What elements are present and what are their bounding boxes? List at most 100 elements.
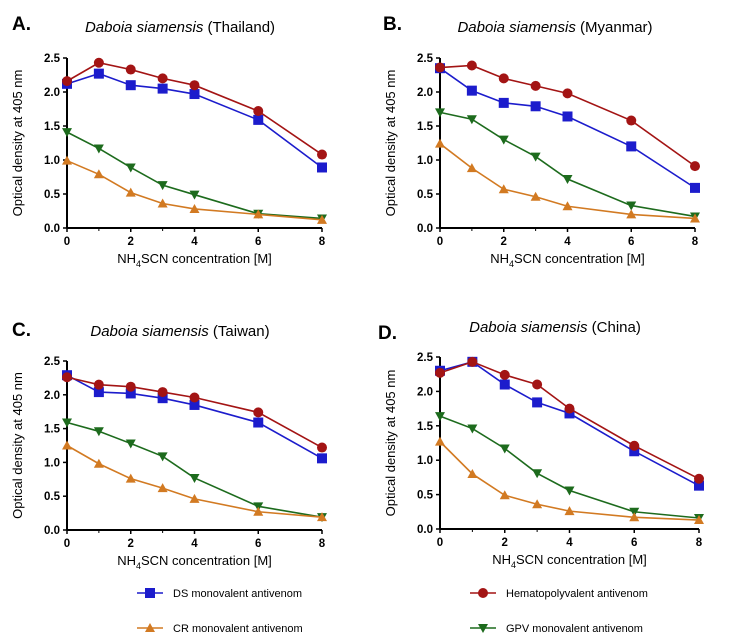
data-point-ds <box>629 446 640 457</box>
data-point-gpv <box>157 181 168 191</box>
data-point-gpv <box>564 486 575 496</box>
y-tick-label: 0.0 <box>44 223 60 235</box>
data-point-ds <box>562 111 573 122</box>
panel-c: C. Daboia siamensis (Taiwan) 0.0 0.5 1.0 1.5 2… <box>10 320 327 571</box>
origin-label: (Taiwan) <box>209 323 270 340</box>
y-axis-label: Optical density at 405 nm <box>10 70 25 217</box>
y-tick-label: 0.0 <box>417 524 433 536</box>
data-point-gpv <box>125 163 136 173</box>
series-line-ds <box>439 67 696 189</box>
series-gpv <box>435 412 704 523</box>
data-point-gpv <box>62 128 72 138</box>
data-point-ds <box>189 89 200 100</box>
data-point-ds <box>690 182 700 193</box>
data-point-ds <box>317 453 327 464</box>
x-tick-label: 6 <box>631 537 637 549</box>
data-point-cr <box>562 201 573 211</box>
data-point-ds <box>157 393 168 404</box>
x-tick-label: 4 <box>564 236 571 248</box>
x-tick-label: 6 <box>628 236 634 248</box>
data-point-cr <box>157 483 168 493</box>
x-tick-label: 8 <box>692 236 699 248</box>
series-gpv <box>62 418 327 523</box>
data-point-cr <box>93 169 104 179</box>
data-point-ds <box>189 399 200 410</box>
x-tick-label: 2 <box>501 236 507 248</box>
data-point-ds <box>253 114 264 125</box>
y-tick-label: 1.0 <box>44 155 60 167</box>
data-point-cr <box>189 203 200 213</box>
y-tick-label: 2.5 <box>44 53 61 65</box>
x-tick-label: 2 <box>128 538 134 550</box>
data-point-ds <box>125 80 136 91</box>
legend-item-gpv: GPV monovalent antivenom <box>470 623 643 635</box>
panel-letter: B. <box>383 14 402 35</box>
data-point-cr <box>317 214 327 224</box>
data-point-ds <box>499 379 510 390</box>
x-axis-label: NH4SCN concentration [M] <box>117 251 272 269</box>
data-point-cr <box>253 209 264 219</box>
legend-label: DS monovalent antivenom <box>173 588 302 600</box>
data-point-cr <box>629 512 640 522</box>
y-tick-label: 1.5 <box>44 424 61 436</box>
panel-title: Daboia siamensis (China) <box>469 319 641 336</box>
y-tick-label: 0.5 <box>44 491 61 503</box>
panel-d: D. Daboia siamensis (China) 0.0 0.5 1.0 1.5 2.… <box>378 319 704 570</box>
legend-marker <box>478 588 488 598</box>
y-tick-label: 1.0 <box>417 455 433 467</box>
x-tick-label: 2 <box>128 236 134 248</box>
y-tick-label: 2.0 <box>417 87 433 99</box>
legend-item-cr: CR monovalent antivenom <box>137 623 303 635</box>
data-point-hemato <box>498 73 509 84</box>
x-tick-label: 4 <box>191 236 198 248</box>
data-point-hemato <box>690 161 700 172</box>
legend-item-ds: DS monovalent antivenom <box>137 588 302 600</box>
data-point-ds <box>93 68 104 79</box>
data-point-ds <box>530 101 541 112</box>
x-axis-label: NH4SCN concentration [M] <box>492 552 647 570</box>
data-point-hemato <box>629 440 640 451</box>
data-point-hemato <box>626 115 637 126</box>
origin-label: (Myanmar) <box>576 19 653 36</box>
legend: DS monovalent antivenom Hematopolyvalent … <box>137 588 648 635</box>
x-tick-label: 8 <box>319 236 326 248</box>
x-label-part: NH <box>490 251 509 266</box>
data-point-cr <box>498 184 509 194</box>
series-cr <box>435 138 700 223</box>
x-label-part: SCN concentration [M] <box>514 251 645 266</box>
legend-marker <box>145 588 155 598</box>
y-axis-label: Optical density at 405 nm <box>383 70 398 217</box>
panel-a: A. Daboia siamensis (Thailand) 0.0 0.5 1.0 1.… <box>10 14 327 269</box>
legend-marker <box>478 624 488 633</box>
data-point-ds <box>253 417 264 428</box>
data-point-ds <box>157 83 168 94</box>
data-point-cr <box>435 436 445 446</box>
data-point-cr <box>157 198 168 208</box>
data-point-gpv <box>562 175 573 185</box>
data-point-hemato <box>317 442 327 453</box>
y-tick-label: 2.5 <box>44 356 61 368</box>
data-point-cr <box>626 209 637 219</box>
data-point-cr <box>564 506 575 516</box>
x-label-part: NH <box>492 552 511 567</box>
y-tick-label: 1.0 <box>44 457 60 469</box>
data-point-hemato <box>317 149 327 160</box>
series-line-hemato <box>439 360 700 480</box>
data-point-ds <box>93 387 104 398</box>
data-point-hemato <box>93 57 104 68</box>
x-label-subscript: 4 <box>136 561 141 571</box>
data-point-ds <box>626 141 637 152</box>
data-point-gpv <box>93 427 104 437</box>
data-point-hemato <box>125 381 136 392</box>
x-tick-label: 8 <box>696 537 703 549</box>
x-tick-label: 0 <box>437 236 443 248</box>
x-tick-label: 8 <box>319 538 326 550</box>
y-axis-label: Optical density at 405 nm <box>10 372 25 519</box>
species-name: Daboia siamensis <box>90 323 209 340</box>
legend-marker <box>145 623 155 632</box>
data-point-gpv <box>157 452 168 462</box>
x-tick-label: 0 <box>64 538 70 550</box>
data-point-gpv <box>189 473 200 483</box>
y-tick-label: 1.5 <box>44 121 61 133</box>
data-point-hemato <box>435 62 445 73</box>
